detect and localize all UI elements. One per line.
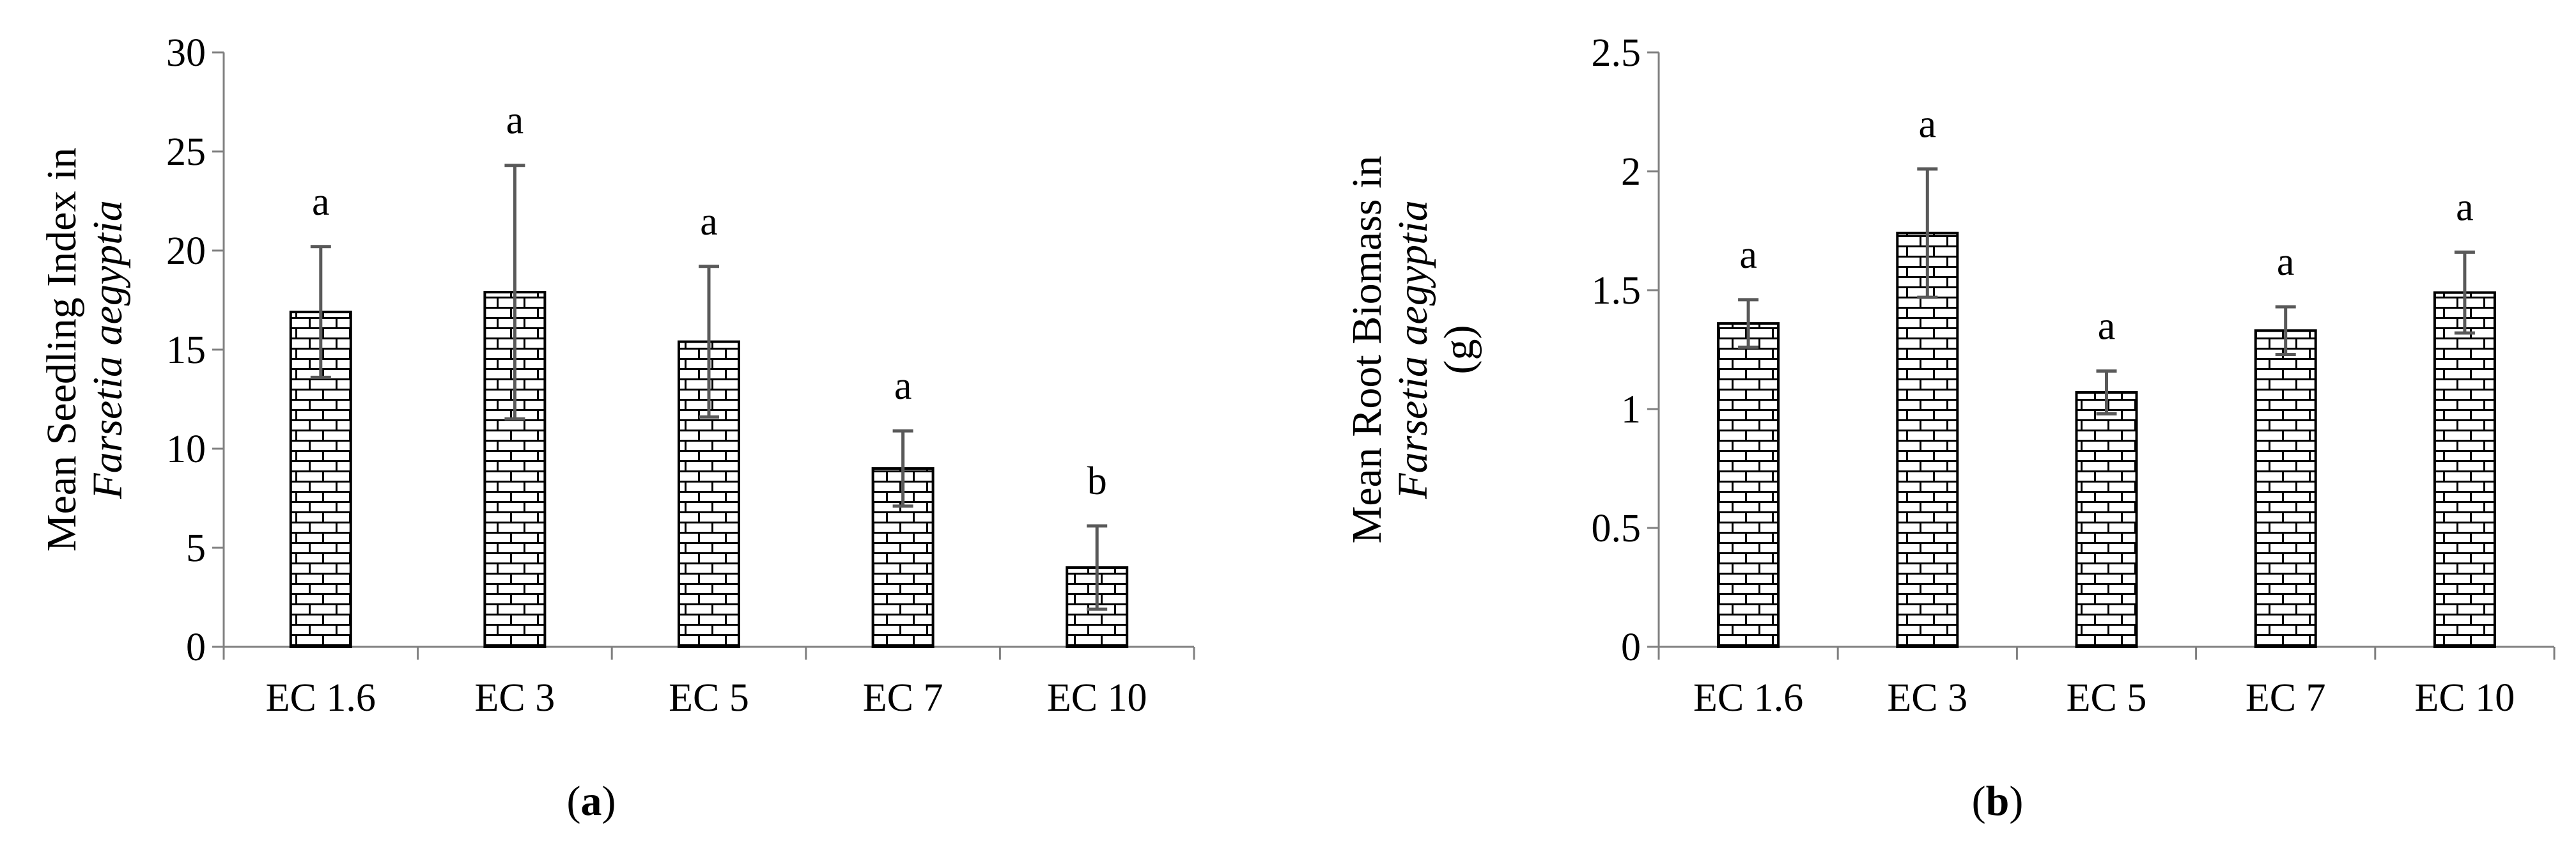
significance-letter: b bbox=[1087, 460, 1107, 503]
y-axis-title-line2: Farsetia aegyptia bbox=[1390, 200, 1436, 499]
y-tick-label: 2.5 bbox=[1592, 31, 1641, 75]
x-tick-label: EC 7 bbox=[863, 676, 943, 720]
y-tick-label: 5 bbox=[186, 527, 206, 570]
y-axis-title-line1: Mean Seedling Index in bbox=[38, 148, 85, 552]
y-axis-title-line2: Farsetia aegyptia bbox=[84, 200, 131, 499]
y-tick-label: 20 bbox=[166, 229, 206, 273]
y-axis-title-line3: (g) bbox=[1436, 325, 1482, 375]
panel-label-b: (b) bbox=[1972, 778, 2024, 825]
x-tick-label: EC 1.6 bbox=[266, 676, 376, 720]
bar bbox=[1717, 322, 1780, 648]
y-tick-label: 0.5 bbox=[1592, 507, 1641, 550]
significance-letter: a bbox=[1919, 102, 1937, 146]
chart-panel-a: 0 5 10 15 20 25 30 a EC 1.6 a EC 3 a EC 5 a EC 7 b EC 10… bbox=[38, 31, 1195, 720]
y-tick-label: 15 bbox=[166, 329, 206, 372]
significance-letter: a bbox=[2456, 185, 2474, 229]
y-tick-label: 25 bbox=[166, 130, 206, 174]
bar bbox=[2075, 391, 2138, 649]
y-axis-title-line1: Mean Root Biomass in bbox=[1344, 156, 1390, 544]
x-tick-label: EC 5 bbox=[2067, 676, 2147, 720]
significance-letter: a bbox=[1739, 233, 1757, 277]
bar bbox=[2254, 329, 2317, 648]
significance-letter: a bbox=[700, 200, 718, 244]
x-tick-label: EC 5 bbox=[669, 676, 749, 720]
x-tick-label: EC 3 bbox=[475, 676, 555, 720]
y-tick-label: 0 bbox=[186, 626, 206, 669]
y-tick-label: 1.5 bbox=[1592, 269, 1641, 313]
x-tick-label: EC 10 bbox=[1047, 676, 1147, 720]
x-tick-label: EC 7 bbox=[2246, 676, 2326, 720]
significance-letter: a bbox=[894, 364, 912, 408]
significance-letter: a bbox=[506, 99, 524, 143]
significance-letter: a bbox=[2277, 240, 2295, 284]
x-tick-label: EC 1.6 bbox=[1693, 676, 1803, 720]
significance-letter: a bbox=[2098, 304, 2116, 348]
significance-letter: a bbox=[312, 180, 330, 224]
y-tick-label: 1 bbox=[1621, 388, 1641, 431]
x-tick-label: EC 10 bbox=[2415, 676, 2515, 720]
y-tick-label: 2 bbox=[1621, 150, 1641, 194]
chart-panel-b: 0 0.5 1 1.5 2 2.5 a EC 1.6 a EC 3 a EC 5 a EC 7 a EC 10… bbox=[1344, 31, 2556, 720]
panel-label-a: (a) bbox=[567, 778, 616, 825]
bar bbox=[2433, 291, 2496, 649]
y-tick-label: 10 bbox=[166, 428, 206, 471]
x-tick-label: EC 3 bbox=[1887, 676, 1967, 720]
y-tick-label: 30 bbox=[166, 31, 206, 75]
y-tick-label: 0 bbox=[1621, 626, 1641, 669]
